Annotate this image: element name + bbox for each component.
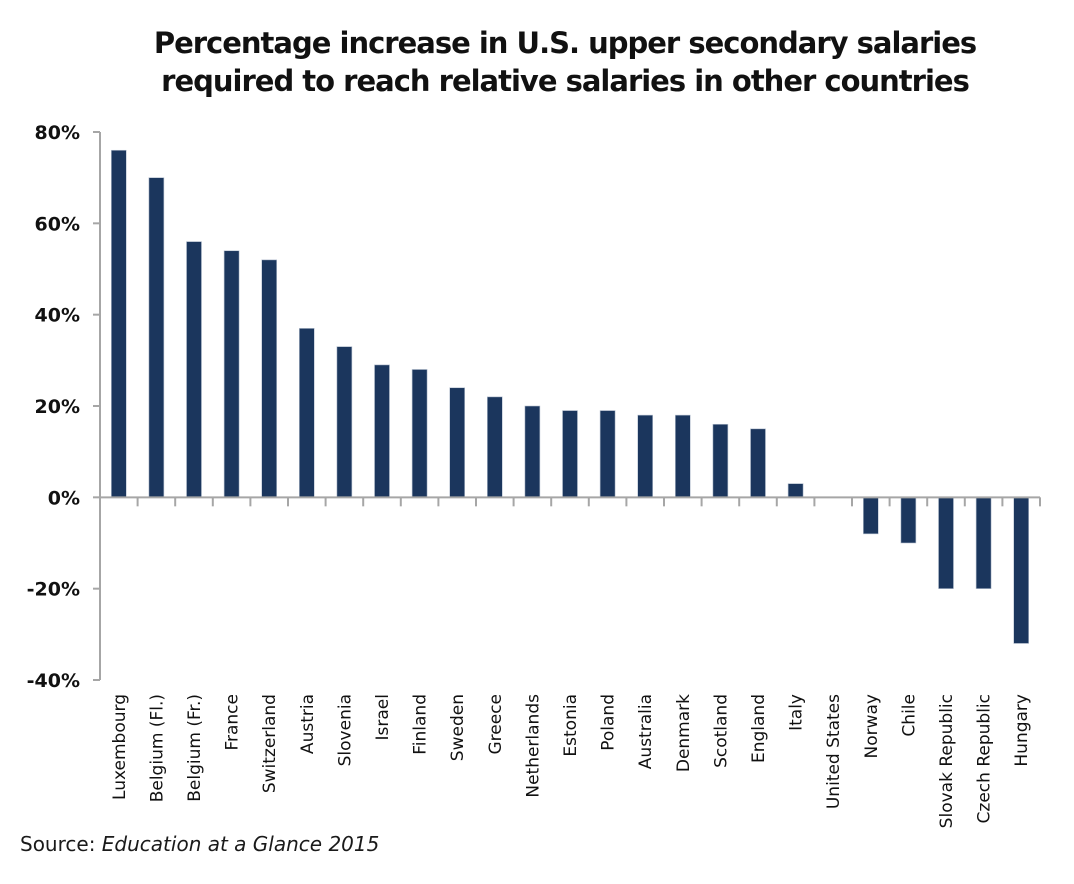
bar	[674, 414, 691, 498]
bar	[938, 497, 954, 589]
x-tick-label: Hungary	[1012, 694, 1032, 767]
bar	[599, 410, 616, 498]
bar	[298, 328, 315, 498]
x-tick-label: Australia	[636, 694, 656, 769]
x-tick-label: Belgium (Fl.)	[147, 694, 167, 802]
x-tick-label: Italy	[787, 694, 807, 731]
chart-title-line-2: required to reach relative salaries in o…	[161, 64, 970, 98]
bar	[975, 497, 992, 589]
bar	[111, 149, 127, 498]
chart-title-line-1: Percentage increase in U.S. upper second…	[153, 26, 977, 60]
x-tick-label: Greece	[486, 694, 506, 755]
bar	[750, 428, 766, 498]
bar	[223, 250, 240, 498]
bar	[712, 423, 729, 498]
x-tick-label: Luxembourg	[110, 694, 130, 800]
bar	[449, 387, 466, 498]
x-tick-label: Poland	[599, 694, 619, 751]
y-tick-label: -40%	[27, 670, 80, 692]
x-tick-label: Israel	[373, 694, 393, 740]
bar	[261, 259, 278, 498]
bar	[336, 346, 353, 498]
x-tick-label: Norway	[862, 694, 882, 759]
y-tick-label: 0%	[48, 487, 80, 509]
x-tick-label: Slovenia	[335, 694, 355, 766]
bar	[411, 369, 428, 498]
x-tick-label: Slovak Republic	[937, 694, 957, 828]
x-tick-label: Estonia	[561, 694, 581, 757]
bar	[900, 497, 917, 544]
x-tick-label: Chile	[899, 694, 919, 737]
y-tick-label: -20%	[27, 579, 80, 601]
bar	[148, 177, 165, 498]
x-tick-label: Netherlands	[523, 694, 543, 798]
bar	[486, 396, 503, 498]
x-tick-label: Finland	[411, 694, 431, 755]
bar	[524, 405, 541, 498]
x-tick-label: Belgium (Fr.)	[185, 694, 205, 802]
bar	[374, 364, 390, 498]
x-tick-label: England	[749, 694, 769, 763]
x-tick-label: United States	[824, 694, 844, 809]
source-title: Education at a Glance 2015	[101, 832, 380, 856]
x-tick-label: Scotland	[711, 694, 731, 768]
x-tick-label: Czech Republic	[975, 694, 995, 823]
y-tick-label: 60%	[35, 213, 80, 235]
bar	[862, 497, 879, 535]
y-tick-label: 20%	[35, 396, 80, 418]
chart-title: Percentage increase in U.S. upper second…	[0, 24, 1074, 100]
y-tick-label: 40%	[35, 305, 80, 327]
x-tick-label: Austria	[298, 694, 318, 754]
x-tick-label: France	[223, 694, 243, 751]
bar	[562, 410, 578, 498]
bar	[787, 483, 804, 498]
source-note: Source: Education at a Glance 2015	[20, 832, 379, 856]
source-label: Source:	[20, 832, 102, 856]
bar	[1013, 497, 1030, 644]
x-tick-label: Sweden	[448, 694, 468, 761]
x-tick-label: Denmark	[674, 694, 694, 772]
x-tick-label: Switzerland	[260, 694, 280, 793]
y-tick-label: 80%	[35, 122, 80, 144]
bar	[186, 241, 202, 498]
bar	[637, 414, 654, 498]
